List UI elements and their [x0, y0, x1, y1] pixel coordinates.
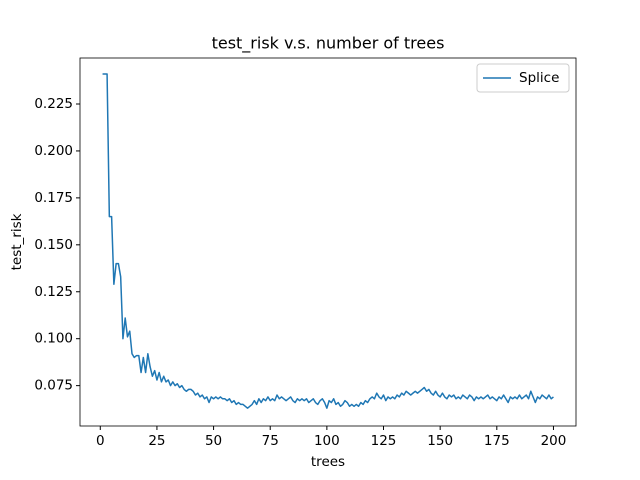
x-tick-label: 125 [371, 433, 397, 449]
y-tick-label: 0.125 [34, 284, 73, 300]
chart-title: test_risk v.s. number of trees [212, 34, 445, 54]
y-tick-label: 0.175 [34, 190, 73, 206]
x-tick-label: 0 [96, 433, 105, 449]
plot-frame [79, 57, 577, 427]
x-tick-label: 50 [205, 433, 222, 449]
x-tick-label: 75 [262, 433, 279, 449]
series-line [102, 73, 554, 409]
y-axis-label: test_risk [9, 213, 25, 270]
x-tick-label: 25 [148, 433, 165, 449]
y-tick-label: 0.100 [34, 331, 73, 347]
legend-label: Splice [519, 70, 559, 86]
x-tick-label: 100 [314, 433, 340, 449]
y-tick-label: 0.200 [34, 143, 73, 159]
x-tick-label: 150 [427, 433, 453, 449]
y-tick-label: 0.150 [34, 237, 73, 253]
legend-box [476, 63, 570, 93]
x-axis-label: trees [311, 454, 345, 470]
y-tick-label: 0.225 [34, 96, 73, 112]
x-tick-label: 175 [484, 433, 510, 449]
x-tick-label: 200 [541, 433, 567, 449]
y-tick-label: 0.075 [34, 378, 73, 394]
